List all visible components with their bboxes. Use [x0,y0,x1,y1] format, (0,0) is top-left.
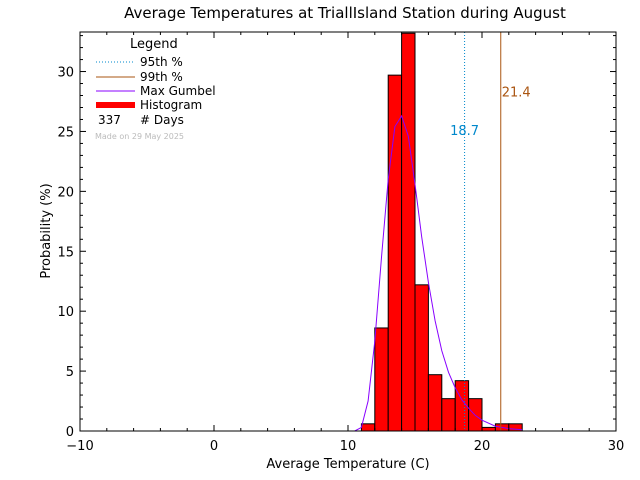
legend-99th-label: 99th % [140,70,183,84]
histogram-bar [401,32,416,432]
made-on-date: Made on 29 May 2025 [95,132,184,141]
x-tick-label: 10 [340,439,357,454]
y-tick-label: 20 [57,185,74,200]
percentile-lines: 18.7 21.4 [450,32,531,431]
legend-histogram-label: Histogram [140,98,202,112]
x-tick-label: 30 [608,439,625,454]
y-tick-label: 0 [66,425,74,440]
y-tick-label: 25 [57,125,74,140]
gumbel-curve [354,114,523,432]
histogram-bar [427,374,443,432]
legend-gumbel-label: Max Gumbel [140,84,216,98]
y-tick-label: 5 [66,365,74,380]
histogram-bar [374,327,389,432]
x-tick-label: 20 [474,439,491,454]
y-tick-label: 15 [57,245,74,260]
percentile-99-label: 21.4 [502,86,531,101]
legend-title: Legend [130,37,178,52]
legend: Legend 95th % 99th % Max Gumbel Histogra… [95,37,216,141]
chart-title: Average Temperatures at TriallIsland Sta… [124,4,566,22]
histogram-bars [360,32,523,432]
legend-days-label: # Days [140,113,184,127]
legend-95th-label: 95th % [140,55,183,69]
histogram-bar [360,423,376,432]
histogram-bar [441,398,456,432]
y-axis-ticks: 0 5 10 15 20 25 30 [57,35,616,440]
legend-days-count: 337 [98,113,121,127]
x-axis-ticks: −10 0 10 20 30 [66,32,624,454]
percentile-95-label: 18.7 [450,124,479,139]
x-axis-label: Average Temperature (C) [266,457,429,472]
histogram-bar [414,284,429,432]
y-tick-label: 10 [57,305,74,320]
y-tick-label: 30 [57,66,74,81]
histogram-bar [481,426,496,432]
y-axis-label: Probability (%) [39,183,54,278]
x-tick-label: −10 [66,439,93,454]
gumbel-curve-layer [354,114,523,432]
x-tick-label: 0 [210,439,218,454]
